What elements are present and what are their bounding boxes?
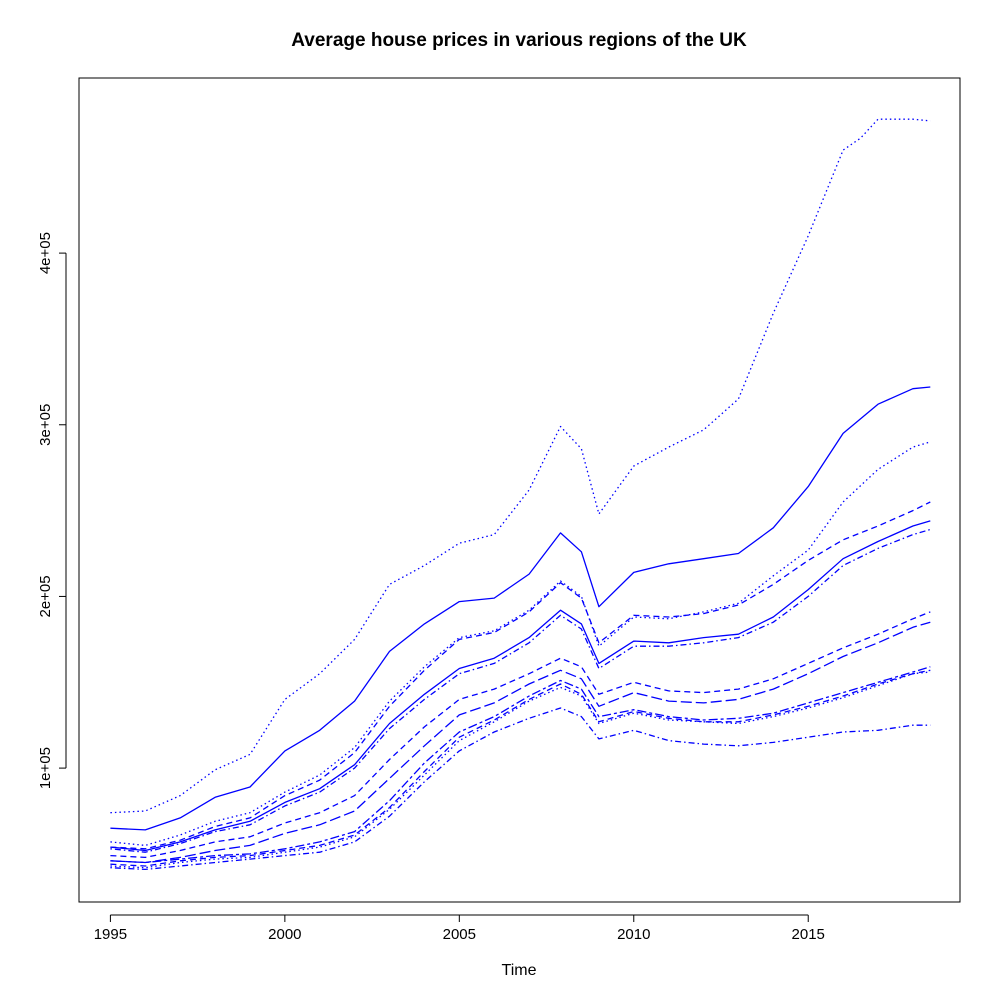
series-line-7: [110, 611, 931, 859]
series-line-10: [110, 669, 931, 867]
series-line-11: [110, 671, 931, 869]
x-axis-label: Time: [502, 962, 537, 979]
series-line-3: [110, 441, 931, 847]
series-line-6: [110, 528, 931, 853]
plot-area-frame: [78, 77, 961, 903]
x-tick-label: 2005: [443, 926, 476, 943]
y-tick-label: 1e+05: [37, 747, 54, 789]
y-tick-label: 2e+05: [37, 575, 54, 617]
chart-title: Average house prices in various regions …: [291, 30, 747, 51]
series-layer: [110, 118, 931, 871]
y-tick-label: 4e+05: [37, 232, 54, 274]
series-line-2: [110, 386, 931, 831]
series-line-8: [110, 621, 931, 864]
series-line-9: [110, 666, 931, 864]
series-line-1: [110, 118, 931, 814]
series-line-4: [110, 501, 931, 850]
y-tick-label: 3e+05: [37, 404, 54, 446]
x-tick-label: 2010: [617, 926, 650, 943]
x-tick-label: 1995: [94, 926, 127, 943]
series-line-5: [110, 520, 931, 852]
x-tick-label: 2015: [792, 926, 825, 943]
series-line-12: [110, 707, 931, 871]
x-axis: 1995 2000 2005 2010 2015: [94, 914, 825, 943]
x-tick-label: 2000: [268, 926, 301, 943]
y-axis: 1e+05 2e+05 3e+05 4e+05: [37, 232, 67, 789]
